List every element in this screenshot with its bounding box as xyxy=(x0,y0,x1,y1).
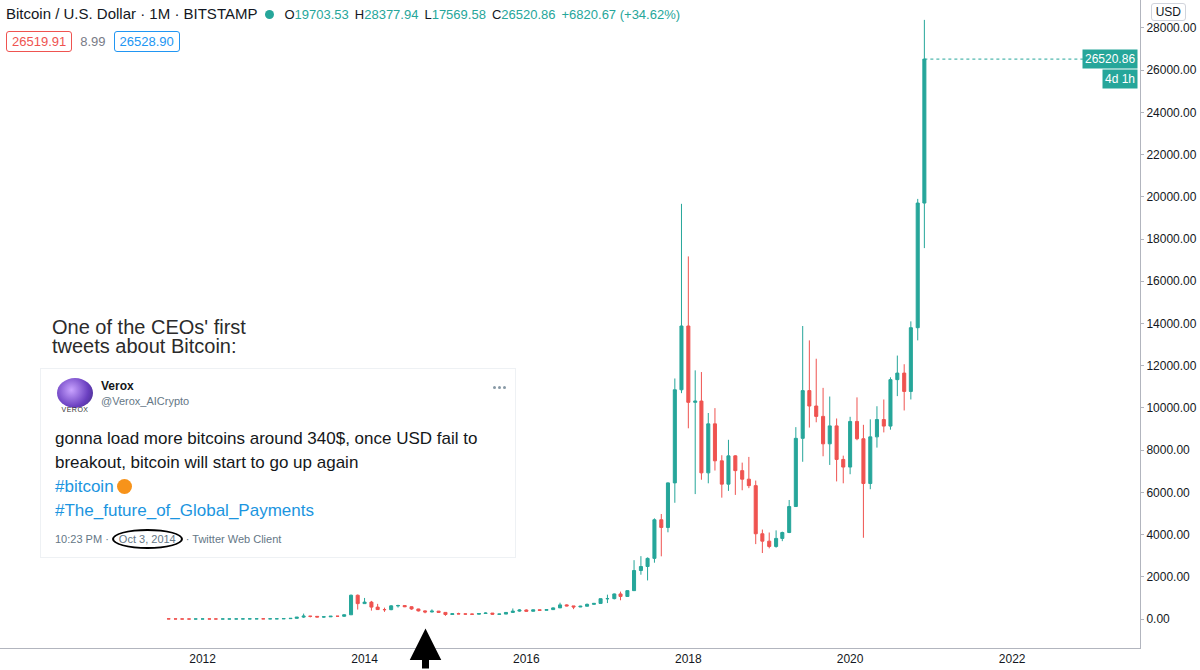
html-text:Verox: Verox xyxy=(101,379,134,393)
svg-text:12000.00: 12000.00 xyxy=(1146,359,1196,373)
html-text:Oct 3, 2014: Oct 3, 2014 xyxy=(118,533,176,545)
svg-text:14000.00: 14000.00 xyxy=(1146,317,1196,331)
svg-text:2020: 2020 xyxy=(837,652,864,666)
svg-text:2000.00: 2000.00 xyxy=(1146,570,1190,584)
svg-text:2018: 2018 xyxy=(675,652,702,666)
html-text:gonna load more bitcoins aroun: gonna load more bitcoins around 340$, on… xyxy=(55,429,478,472)
svg-text:18000.00: 18000.00 xyxy=(1146,232,1196,246)
html-text:26519.91: 26519.91 xyxy=(12,34,67,49)
html-text:Bitcoin / U.S. Dollar · 1M · B: Bitcoin / U.S. Dollar · 1M · BITSTAMP xyxy=(6,5,258,22)
html-text:USD: USD xyxy=(1155,5,1181,19)
html-text:#The_future_of_Global_Payments: #The_future_of_Global_Payments xyxy=(55,501,314,520)
svg-text:16000.00: 16000.00 xyxy=(1146,274,1196,288)
html-text:8.99: 8.99 xyxy=(80,34,106,49)
svg-text:4d 1h: 4d 1h xyxy=(1105,72,1135,86)
svg-text:10000.00: 10000.00 xyxy=(1146,401,1196,415)
html-text:VEROX: VEROX xyxy=(61,406,89,413)
svg-text:6000.00: 6000.00 xyxy=(1146,486,1190,500)
svg-text:2022: 2022 xyxy=(999,652,1026,666)
svg-text:8000.00: 8000.00 xyxy=(1146,443,1190,457)
html-text:· Twitter Web Client: · Twitter Web Client xyxy=(182,533,282,545)
svg-text:24000.00: 24000.00 xyxy=(1146,106,1196,120)
html-text:O 19703.53 H 28377.94 L 17569.: O 19703.53 H 28377.94 L 17569.58 C 26520… xyxy=(284,7,681,22)
svg-text:0.00: 0.00 xyxy=(1146,612,1170,626)
svg-text:2012: 2012 xyxy=(189,652,216,666)
html-text:One of the CEOs' first tweets: One of the CEOs' first tweets about Bitc… xyxy=(52,316,246,357)
html-text:26528.90: 26528.90 xyxy=(119,34,174,49)
svg-text:26000.00: 26000.00 xyxy=(1146,63,1196,77)
svg-text:22000.00: 22000.00 xyxy=(1146,148,1196,162)
svg-text:28000.00: 28000.00 xyxy=(1146,21,1196,35)
html-text:#bitcoin: #bitcoin xyxy=(55,477,114,496)
html-text:10:23 PM ·: 10:23 PM · xyxy=(55,533,112,545)
svg-text:2014: 2014 xyxy=(351,652,378,666)
svg-text:26520.86: 26520.86 xyxy=(1085,52,1135,66)
svg-text:20000.00: 20000.00 xyxy=(1146,190,1196,204)
svg-text:4000.00: 4000.00 xyxy=(1146,528,1190,542)
html-text:@Verox_AICrypto: @Verox_AICrypto xyxy=(101,395,190,407)
svg-text:2016: 2016 xyxy=(513,652,540,666)
